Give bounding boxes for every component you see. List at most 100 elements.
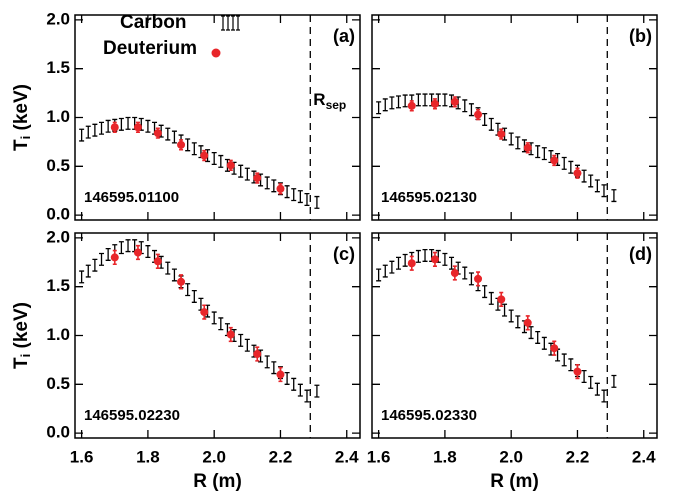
carbon-error-bar xyxy=(92,258,98,272)
deuterium-point xyxy=(153,129,162,138)
legend-marker xyxy=(211,48,221,58)
carbon-error-bar xyxy=(468,272,474,286)
carbon-error-bar xyxy=(314,195,320,209)
carbon-error-bar xyxy=(515,315,521,329)
y-tick-label: 0.5 xyxy=(46,374,70,393)
carbon-error-bar xyxy=(462,99,468,113)
carbon-error-bar xyxy=(588,174,594,188)
deuterium-point xyxy=(550,344,559,353)
y-axis-label: Ti (keV) xyxy=(11,84,33,151)
carbon-error-bar xyxy=(502,303,508,317)
deuterium-point xyxy=(450,269,459,278)
deuterium-point xyxy=(497,295,506,304)
carbon-error-bar xyxy=(79,128,85,142)
deuterium-point xyxy=(226,161,235,170)
carbon-error-bar xyxy=(515,136,521,150)
y-tick-label: 1.0 xyxy=(46,325,70,344)
carbon-error-bar xyxy=(185,283,191,297)
carbon-error-bar xyxy=(271,179,277,193)
carbon-error-bar xyxy=(468,103,474,117)
deuterium-point xyxy=(573,169,582,178)
carbon-error-bar xyxy=(442,252,448,266)
carbon-error-bar xyxy=(85,125,91,139)
carbon-error-bar xyxy=(508,309,514,323)
x-tick-label: 2.0 xyxy=(499,447,523,466)
deuterium-point xyxy=(474,110,483,119)
deuterium-point xyxy=(523,318,532,327)
carbon-error-bar xyxy=(389,260,395,274)
carbon-error-bar xyxy=(79,270,85,284)
x-axis-label: R (m) xyxy=(490,471,539,492)
carbon-error-bar xyxy=(218,317,224,331)
y-tick-label: 0.0 xyxy=(46,205,70,224)
y-axis-label-main: T xyxy=(11,139,32,151)
carbon-error-bar xyxy=(297,190,303,204)
carbon-error-bar xyxy=(291,377,297,391)
carbon-error-bar xyxy=(171,130,177,144)
y-tick-label: 0.5 xyxy=(46,156,70,175)
carbon-error-bar xyxy=(601,389,607,403)
x-tick-label: 1.8 xyxy=(136,447,160,466)
y-tick-label: 1.5 xyxy=(46,58,70,77)
carbon-error-bar xyxy=(594,382,600,396)
carbon-error-bar xyxy=(118,241,124,255)
y-axis-label-rest: (keV) xyxy=(11,302,32,354)
deuterium-point xyxy=(430,99,439,108)
carbon-error-bar xyxy=(561,156,567,170)
carbon-error-bar xyxy=(185,138,191,152)
deuterium-point xyxy=(430,255,439,264)
deuterium-point xyxy=(177,277,186,286)
carbon-error-bar xyxy=(171,268,177,282)
carbon-error-bar xyxy=(244,167,250,181)
carbon-error-bar xyxy=(264,355,270,369)
y-tick-label: 1.5 xyxy=(46,276,70,295)
deuterium-point xyxy=(253,350,262,359)
carbon-error-bar xyxy=(211,151,217,166)
carbon-error-bar xyxy=(568,358,574,372)
carbon-error-bar xyxy=(588,375,594,389)
x-tick-label: 2.2 xyxy=(566,447,590,466)
x-tick-label: 1.6 xyxy=(367,447,391,466)
carbon-error-bar xyxy=(105,119,111,133)
carbon-error-bar xyxy=(297,383,303,397)
carbon-error-bar xyxy=(191,142,197,156)
y-axis-label-sub: i xyxy=(18,136,33,140)
y-axis-label-main: T xyxy=(11,357,32,369)
carbon-error-bar xyxy=(396,95,402,109)
carbon-error-bar xyxy=(218,154,224,168)
shot-number: 146595.02330 xyxy=(381,407,477,424)
x-tick-label: 2.2 xyxy=(269,447,293,466)
separatrix-label-sub: sep xyxy=(326,98,347,112)
y-tick-label: 2.0 xyxy=(46,227,70,246)
panel-label: (d) xyxy=(629,244,652,264)
carbon-error-bar xyxy=(396,256,402,270)
carbon-error-bar xyxy=(382,264,388,278)
carbon-error-bar xyxy=(376,268,382,282)
carbon-error-bar xyxy=(382,98,388,112)
carbon-error-bar xyxy=(611,374,617,388)
carbon-error-bar xyxy=(125,116,131,130)
carbon-error-bar xyxy=(568,160,574,174)
deuterium-point xyxy=(200,151,209,160)
deuterium-point xyxy=(276,184,285,193)
carbon-error-bar xyxy=(145,245,151,259)
carbon-error-bar xyxy=(611,189,617,203)
carbon-error-bar xyxy=(165,127,171,141)
carbon-error-bar xyxy=(561,353,567,367)
deuterium-point xyxy=(110,253,119,262)
carbon-error-bar xyxy=(601,184,607,198)
deuterium-point xyxy=(110,123,119,132)
carbon-error-bar xyxy=(488,117,494,131)
separatrix-label-main: R xyxy=(313,90,325,109)
carbon-error-bar xyxy=(291,188,297,202)
legend-label: Carbon xyxy=(120,12,187,33)
deuterium-point xyxy=(253,174,262,183)
deuterium-point xyxy=(133,248,142,257)
carbon-error-bar xyxy=(488,291,494,305)
carbon-error-bar xyxy=(449,256,455,270)
carbon-error-bar xyxy=(442,93,448,107)
carbon-error-bar xyxy=(535,330,541,344)
y-tick-label: 0.0 xyxy=(46,423,70,442)
x-tick-label: 2.4 xyxy=(335,447,359,466)
deuterium-point xyxy=(523,143,532,152)
